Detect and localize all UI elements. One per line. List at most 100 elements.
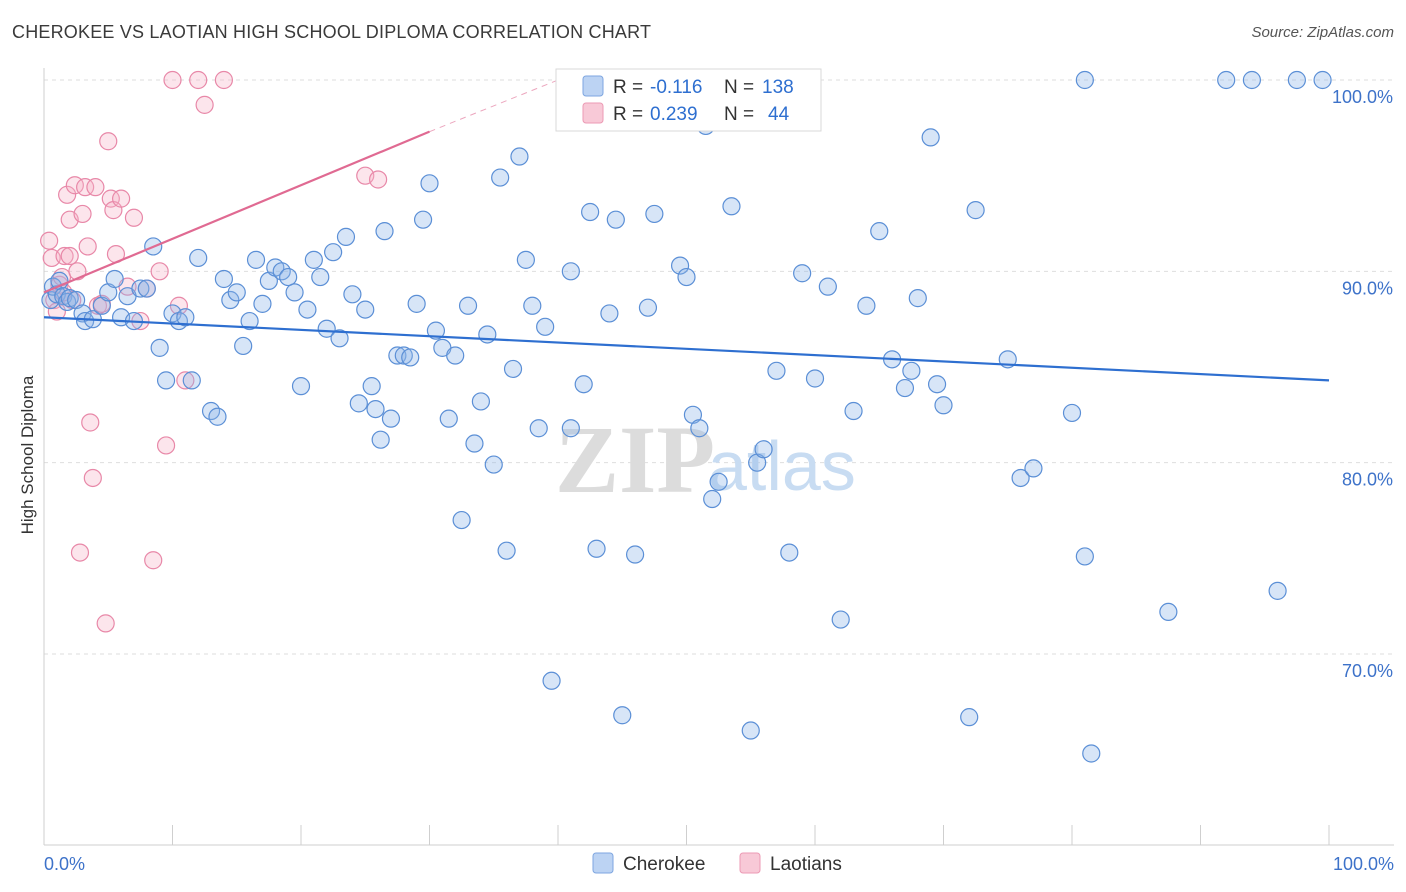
point-cherokee-39: [279, 267, 298, 287]
axes: [43, 68, 1394, 846]
point-laotians-28: [124, 208, 144, 227]
point-cherokee-124: [966, 201, 985, 220]
point-cherokee-55: [375, 222, 394, 241]
point-cherokee-119: [908, 289, 927, 308]
point-cherokee-92: [645, 204, 664, 224]
point-cherokee-51: [356, 300, 375, 319]
point-cherokee-107: [767, 361, 786, 380]
legend-n-label-cherokee: N =: [724, 77, 754, 98]
bottom-legend-swatch-cherokee: [592, 852, 614, 874]
legend-r-value-cherokee: -0.116: [650, 77, 702, 98]
point-laotians-38: [195, 95, 214, 114]
point-cherokee-75: [503, 359, 523, 379]
point-cherokee-25: [182, 371, 201, 390]
point-cherokee-31: [227, 283, 246, 302]
point-cherokee-42: [298, 300, 317, 319]
point-cherokee-135: [1268, 581, 1287, 600]
point-cherokee-102: [722, 197, 741, 216]
x-tick-label-min: 0.0%: [44, 854, 85, 874]
point-laotians-41: [369, 170, 388, 189]
point-cherokee-95: [677, 267, 696, 287]
point-cherokee-20: [150, 338, 169, 357]
point-cherokee-83: [561, 419, 580, 438]
series-laotians-points: [40, 70, 388, 633]
point-cherokee-123: [960, 708, 979, 727]
point-cherokee-76: [510, 147, 529, 166]
point-cherokee-113: [844, 401, 863, 421]
point-cherokee-99: [703, 489, 722, 509]
point-laotians-31: [144, 551, 163, 570]
point-cherokee-58: [394, 346, 413, 365]
y-tick-label-0: 100.0%: [1332, 87, 1393, 107]
point-cherokee-80: [536, 317, 555, 336]
point-laotians-21: [96, 614, 115, 633]
point-cherokee-73: [491, 168, 510, 187]
trend-line-laotians: [43, 130, 430, 294]
chart-source: Source: ZipAtlas.com: [1251, 24, 1394, 41]
point-cherokee-26: [189, 248, 208, 268]
trend-lines: [43, 79, 1330, 382]
x-tick-label-max: 100.0%: [1333, 854, 1394, 874]
point-cherokee-46: [324, 243, 343, 262]
point-laotians-18: [86, 178, 105, 197]
point-cherokee-85: [581, 202, 600, 222]
point-cherokee-106: [754, 440, 773, 459]
bottom-legend-label-cherokee: Cherokee: [623, 854, 705, 875]
point-cherokee-24: [176, 308, 195, 327]
point-cherokee-61: [413, 210, 433, 229]
point-laotians-17: [83, 468, 102, 488]
point-cherokee-126: [1011, 468, 1030, 488]
bottom-legend-swatch-laotians: [739, 852, 761, 874]
point-cherokee-63: [426, 321, 446, 340]
point-cherokee-59: [401, 348, 420, 367]
trend-line-cherokee: [43, 316, 1330, 382]
point-cherokee-132: [1159, 602, 1178, 622]
point-laotians-39: [214, 70, 233, 90]
point-cherokee-70: [471, 392, 490, 411]
point-cherokee-136: [1287, 70, 1306, 90]
point-cherokee-45: [317, 319, 336, 338]
point-laotians-13: [73, 204, 92, 224]
point-laotians-43: [60, 246, 79, 266]
point-cherokee-86: [587, 539, 606, 558]
point-cherokee-134: [1242, 70, 1262, 90]
point-cherokee-53: [366, 399, 385, 419]
point-laotians-6: [55, 246, 74, 266]
point-cherokee-112: [831, 610, 850, 629]
point-laotians-26: [111, 189, 131, 208]
point-cherokee-118: [902, 361, 921, 380]
point-cherokee-35: [253, 294, 272, 313]
point-cherokee-56: [381, 409, 401, 428]
point-cherokee-90: [625, 545, 645, 564]
point-laotians-15: [78, 237, 97, 256]
point-cherokee-110: [805, 369, 825, 388]
point-cherokee-34: [246, 250, 266, 269]
point-cherokee-97: [690, 419, 709, 438]
point-laotians-23: [101, 189, 120, 208]
watermark-atlas: atlas: [708, 427, 856, 505]
point-cherokee-100: [709, 472, 728, 491]
point-cherokee-94: [670, 256, 690, 275]
point-cherokee-111: [818, 277, 837, 296]
point-cherokee-74: [497, 541, 516, 560]
trend-line-extension-laotians: [429, 79, 559, 133]
stats-legend: R = -0.116 N = 138 R = 0.239 N = 44: [555, 68, 822, 132]
point-cherokee-13: [105, 269, 124, 289]
point-cherokee-21: [156, 371, 176, 390]
point-cherokee-40: [285, 283, 304, 302]
x-ticks: [43, 825, 1330, 845]
point-cherokee-121: [927, 375, 947, 394]
legend-n-label-laotians: N =: [724, 104, 754, 125]
point-cherokee-114: [857, 296, 876, 315]
point-cherokee-128: [1062, 403, 1082, 423]
legend-r-label-cherokee: R =: [613, 77, 643, 98]
point-cherokee-129: [1075, 547, 1094, 566]
point-cherokee-6: [60, 289, 79, 308]
point-cherokee-82: [561, 262, 580, 281]
point-cherokee-33: [240, 311, 259, 331]
y-tick-label-2: 80.0%: [1342, 470, 1393, 490]
gridlines: [44, 79, 1394, 655]
point-cherokee-108: [780, 543, 799, 562]
